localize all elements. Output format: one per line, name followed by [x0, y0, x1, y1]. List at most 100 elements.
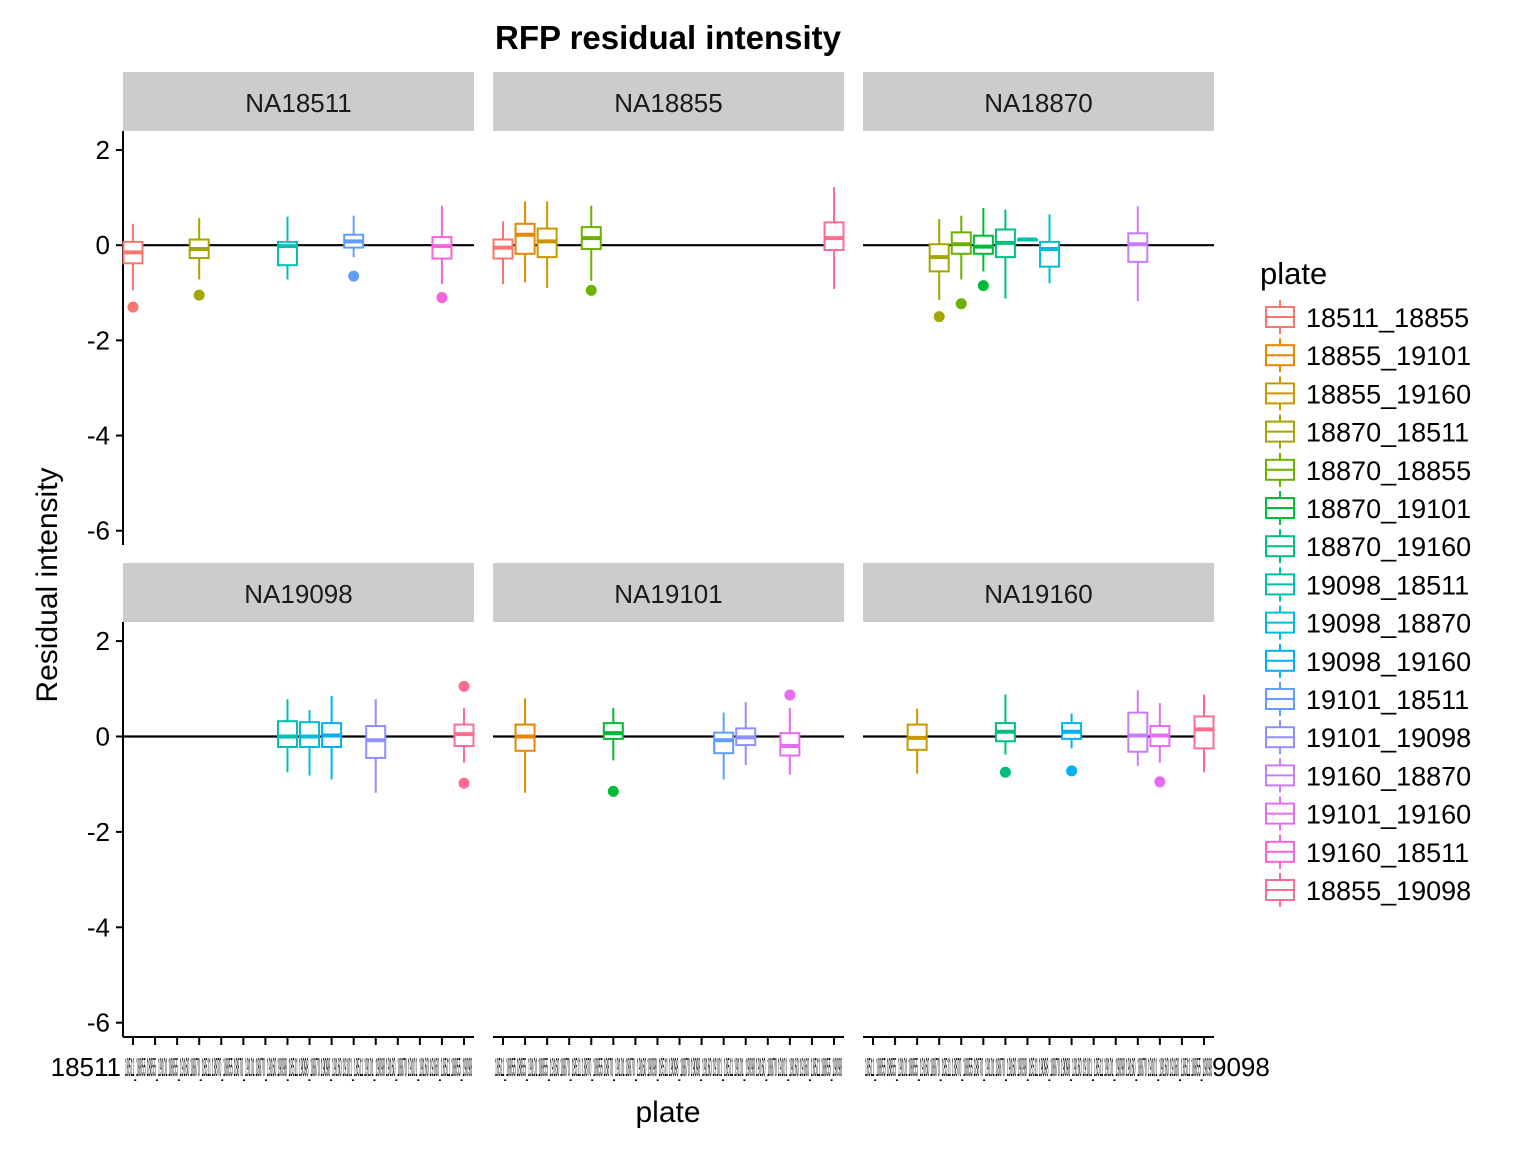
outlier-point [436, 292, 448, 304]
legend-label: 18511_18855 [1306, 303, 1469, 333]
legend-label: 18855_19098 [1306, 876, 1471, 906]
x-tick-labels-overlapping: 18511_18855 18855_19101 18855_19160 1887… [865, 1052, 1212, 1082]
chart-title: RFP residual intensity [495, 19, 842, 56]
panel-na18855: NA18855 [492, 72, 845, 296]
outlier-point [585, 284, 597, 296]
facet-strip [863, 563, 1214, 622]
box-19098_18511 [276, 216, 298, 280]
outlier-point [999, 766, 1011, 778]
legend-label: 18855_19160 [1306, 379, 1471, 409]
panel-na18870: NA18870 [863, 72, 1214, 323]
y-tick-label: 0 [96, 721, 110, 751]
box-19098_18511 [1016, 237, 1038, 242]
iqr-box [1127, 232, 1149, 263]
box-18855_19098 [1193, 694, 1215, 773]
x-tick-labels-overlapping: 18511_18855 18855_19101 18855_19160 1887… [495, 1052, 842, 1082]
box-18870_19101 [972, 208, 994, 292]
box-19098_19160 [1061, 713, 1083, 777]
legend-label: 19160_18511 [1306, 838, 1469, 868]
box-18855_19160 [536, 201, 558, 289]
iqr-box [1127, 711, 1149, 753]
box-19160_18870 [1127, 206, 1149, 302]
legend-label: 19098_19160 [1306, 647, 1471, 677]
panel-na19160: NA19160 18511_18855 18855_19101 18855_191… [863, 563, 1270, 1082]
facet-strip [123, 563, 474, 622]
legend-item: 18511_18855 [1265, 300, 1469, 334]
outlier-point [955, 298, 967, 310]
box-19160_18870 [1127, 690, 1149, 767]
iqr-box [713, 731, 735, 755]
outlier-point [193, 289, 205, 301]
outlier-point [607, 785, 619, 797]
legend-label: 19098_18511 [1306, 570, 1469, 600]
x-axis-label: plate [635, 1096, 700, 1129]
box-18855_19101 [514, 201, 536, 283]
outlier-point [784, 689, 796, 701]
y-tick-label: -2 [87, 817, 110, 847]
legend-items: 18511_18855 18855_19101 18855_19160 18870_1… [1265, 300, 1471, 907]
legend-item: 18855_19160 [1265, 376, 1471, 411]
box-18855_19098 [453, 680, 475, 789]
box-19101_18511 [713, 712, 735, 780]
legend-item: 19101_19098 [1265, 720, 1471, 755]
y-tick-label: 2 [96, 626, 110, 656]
box-19101_19160 [779, 689, 801, 775]
box-19101_19160 [1149, 703, 1171, 788]
box-18870_18511 [928, 219, 950, 323]
legend-item: 18855_19101 [1265, 338, 1471, 373]
x-tick-label-overflow: 18511 [51, 1052, 121, 1082]
outlier-point [458, 777, 470, 789]
facet-strip [123, 72, 474, 131]
box-18870_19101 [602, 707, 624, 797]
legend-item: 18870_18511 [1265, 414, 1469, 449]
y-tick-label: -4 [87, 421, 110, 451]
legend-label: 19160_18870 [1306, 761, 1471, 791]
iqr-box [1039, 240, 1061, 268]
legend-label: 18870_18511 [1306, 418, 1469, 448]
legend-item: 19101_18511 [1265, 682, 1469, 716]
legend-label: 18870_18855 [1306, 456, 1471, 486]
outlier-point [458, 680, 470, 692]
box-18870_19160 [994, 209, 1016, 299]
box-19098_18511 [276, 699, 298, 773]
y-tick-label: -4 [87, 912, 110, 942]
iqr-box [514, 222, 536, 255]
y-tick-label: -6 [87, 1008, 110, 1038]
facet-strip [493, 72, 844, 131]
legend-item: 19098_19160 [1265, 643, 1471, 678]
legend-item: 19160_18511 [1265, 834, 1469, 869]
iqr-box [1193, 715, 1215, 750]
panel-na19098: NA19098 2 0 -2 -4 -6 18511_18855 18855_19101 1… [51, 563, 475, 1082]
box-18511_18855 [122, 223, 144, 313]
box-18870_18855 [580, 205, 602, 296]
box-19101_18511 [343, 215, 365, 282]
y-tick-label: -6 [87, 516, 110, 546]
y-tick-label: 2 [96, 135, 110, 165]
legend-item: 19098_18870 [1265, 605, 1471, 640]
legend-item: 18870_18855 [1265, 452, 1471, 487]
y-tick-label: 0 [96, 230, 110, 260]
panel-na18511: NA18511 2 0 -2 -4 -6 [87, 72, 474, 546]
facet-strip-label: NA19160 [984, 579, 1092, 609]
legend-item: 19160_18870 [1265, 758, 1471, 793]
facet-strip [493, 563, 844, 622]
legend-item: 19098_18511 [1265, 567, 1469, 602]
legend-label: 19101_19160 [1306, 800, 1471, 830]
facet-strip-label: NA19101 [614, 579, 722, 609]
box-19098_18870 [299, 710, 321, 776]
box-19160_18511 [431, 205, 453, 304]
box-19101_19098 [365, 699, 387, 793]
outlier-point [1154, 776, 1166, 788]
outlier-point [977, 280, 989, 292]
box-18855_19101 [514, 698, 536, 793]
x-tick-labels-overlapping: 18511_18855 18855_19101 18855_19160 1887… [125, 1052, 472, 1082]
box-18511_18855 [492, 221, 514, 285]
legend-label: 19101_18511 [1306, 685, 1469, 715]
legend-item: 18870_19101 [1265, 491, 1471, 525]
y-axis-label: Residual intensity [31, 467, 64, 702]
y-tick-label: -2 [87, 325, 110, 355]
legend-item: 18855_19098 [1265, 873, 1471, 907]
iqr-box [602, 722, 624, 740]
legend-item: 18870_19160 [1265, 529, 1471, 564]
